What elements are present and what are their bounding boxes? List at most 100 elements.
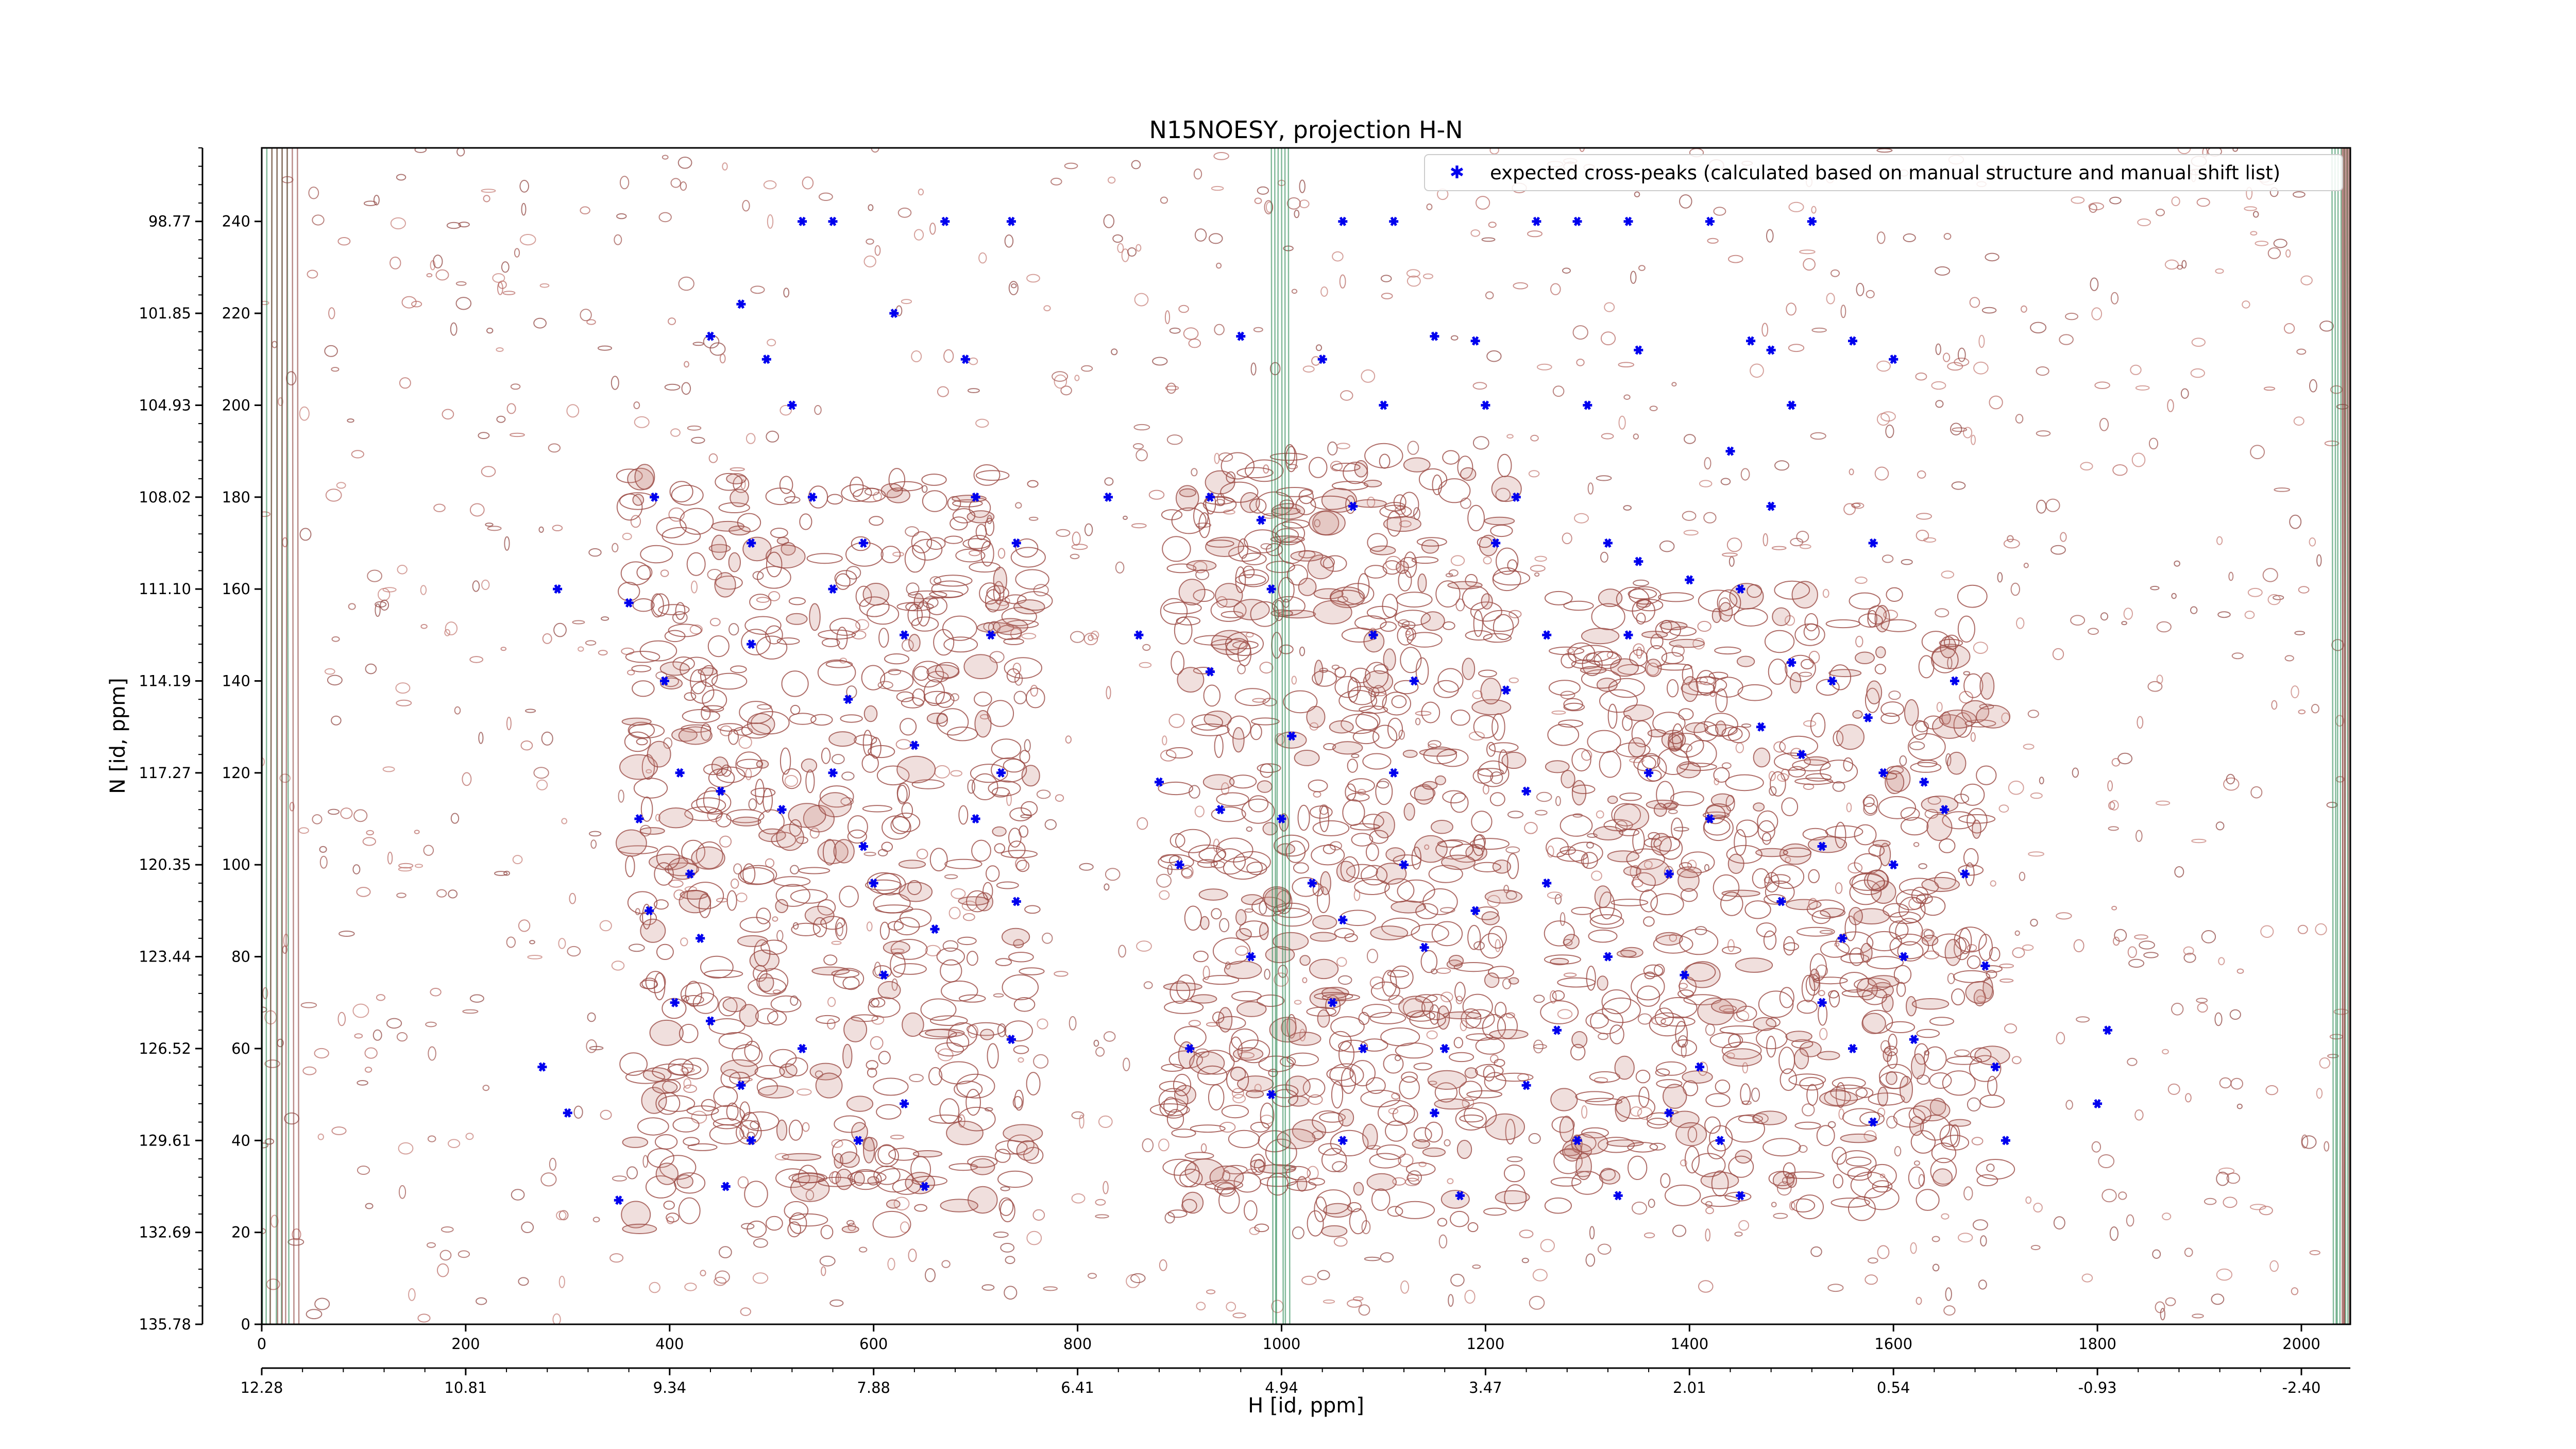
noise-contour: [354, 1033, 363, 1039]
cross-peak-marker: [1266, 1090, 1276, 1100]
noise-contour: [567, 946, 581, 957]
peak-contour: [1588, 929, 1618, 943]
noise-contour: [314, 1048, 329, 1059]
noise-contour: [691, 1110, 707, 1124]
peak-contour: [1312, 915, 1337, 930]
noise-contour: [1849, 468, 1854, 476]
peak-contour: [1456, 1140, 1472, 1159]
peak-contour: [1889, 920, 1909, 940]
noise-contour: [430, 260, 436, 271]
noise-contour: [1649, 406, 1658, 411]
cross-peak-marker: [1685, 575, 1694, 585]
noise-contour: [1799, 671, 1812, 677]
noise-contour: [2289, 514, 2302, 529]
peak-contour: [842, 1043, 853, 1069]
noise-contour: [364, 1047, 378, 1059]
noise-contour: [1358, 1304, 1370, 1316]
peak-contour: [976, 470, 1010, 481]
peak-contour: [815, 1072, 843, 1099]
noise-contour: [1167, 864, 1173, 875]
peak-contour: [1454, 982, 1466, 1002]
peak-contour: [1395, 1042, 1433, 1059]
peak-contour: [1320, 871, 1331, 896]
peak-contour: [884, 653, 909, 665]
noise-contour: [1876, 148, 1893, 153]
noise-contour: [684, 1283, 697, 1291]
noise-contour: [448, 889, 458, 899]
peak-contour: [1568, 841, 1603, 864]
peak-contour: [1484, 889, 1523, 904]
peak-contour: [1285, 840, 1306, 863]
peak-contour: [1294, 750, 1320, 766]
cross-peak-marker: [1787, 400, 1797, 410]
peak-contour: [732, 816, 761, 827]
noise-contour: [719, 835, 732, 848]
noise-contour: [2171, 593, 2177, 599]
noise-contour: [2118, 1191, 2127, 1200]
noise-contour: [680, 937, 688, 947]
peak-contour: [1204, 496, 1234, 505]
noise-contour: [1351, 753, 1360, 759]
peak-contour: [653, 899, 669, 910]
noise-contour: [1317, 1270, 1330, 1280]
peak-contour: [1441, 854, 1476, 870]
peak-contour: [1370, 685, 1387, 710]
peak-contour: [1415, 657, 1429, 685]
peak-contour: [776, 536, 789, 545]
noise-contour: [2291, 1287, 2299, 1295]
peak-contour: [1571, 1171, 1603, 1195]
peak-contour: [1585, 1013, 1609, 1029]
noise-contour: [1888, 690, 1901, 700]
noise-contour: [2298, 709, 2306, 715]
noise-contour: [399, 377, 411, 389]
peak-contour: [1179, 1169, 1203, 1188]
noise-contour: [1967, 944, 1977, 952]
cross-peak-marker: [996, 768, 1006, 778]
cross-peak-marker: [706, 331, 715, 341]
peak-contour: [1657, 748, 1689, 775]
peak-contour: [1544, 1197, 1572, 1214]
peak-contour: [1001, 607, 1037, 627]
noise-contour: [1973, 361, 1989, 375]
peak-contour: [1668, 733, 1704, 758]
cross-peak-marker: [645, 906, 654, 916]
noise-contour: [1505, 1012, 1515, 1019]
peak-contour: [1453, 962, 1494, 972]
noise-contour: [1226, 1302, 1236, 1312]
peak-contour: [1671, 817, 1683, 840]
peak-contour: [982, 882, 993, 901]
noise-contour: [1309, 722, 1319, 731]
peak-contour: [701, 705, 711, 720]
noise-contour: [1079, 863, 1094, 871]
peak-contour: [1619, 793, 1642, 801]
noise-contour: [2181, 260, 2187, 269]
peak-contour: [1406, 1010, 1436, 1022]
noise-contour: [925, 1268, 936, 1283]
noise-contour: [481, 579, 490, 591]
noise-contour: [1903, 233, 1916, 242]
peak-contour: [1973, 989, 1986, 1007]
peak-contour: [1907, 733, 1946, 761]
peak-contour: [1893, 965, 1912, 984]
noise-contour: [529, 940, 535, 945]
peak-contour: [1467, 1222, 1479, 1233]
noise-contour: [2184, 1248, 2193, 1257]
noise-contour: [2019, 871, 2026, 881]
peak-contour: [1313, 600, 1352, 625]
noise-contour: [573, 1105, 583, 1119]
noise-contour: [1705, 1228, 1710, 1242]
noise-contour: [1032, 1209, 1045, 1221]
peak-contour: [1394, 680, 1419, 695]
peak-contour: [1626, 848, 1665, 870]
peak-contour: [1377, 1100, 1415, 1126]
peak-contour: [907, 603, 923, 626]
peak-contour: [1385, 847, 1405, 862]
peak-contour: [711, 672, 748, 690]
noise-contour: [2100, 612, 2109, 621]
noise-contour: [306, 1309, 323, 1320]
noise-contour: [2324, 1141, 2330, 1152]
noise-contour: [1633, 643, 1645, 656]
peak-contour: [1593, 825, 1623, 841]
peak-contour: [1649, 1142, 1666, 1151]
peak-contour: [779, 747, 791, 775]
